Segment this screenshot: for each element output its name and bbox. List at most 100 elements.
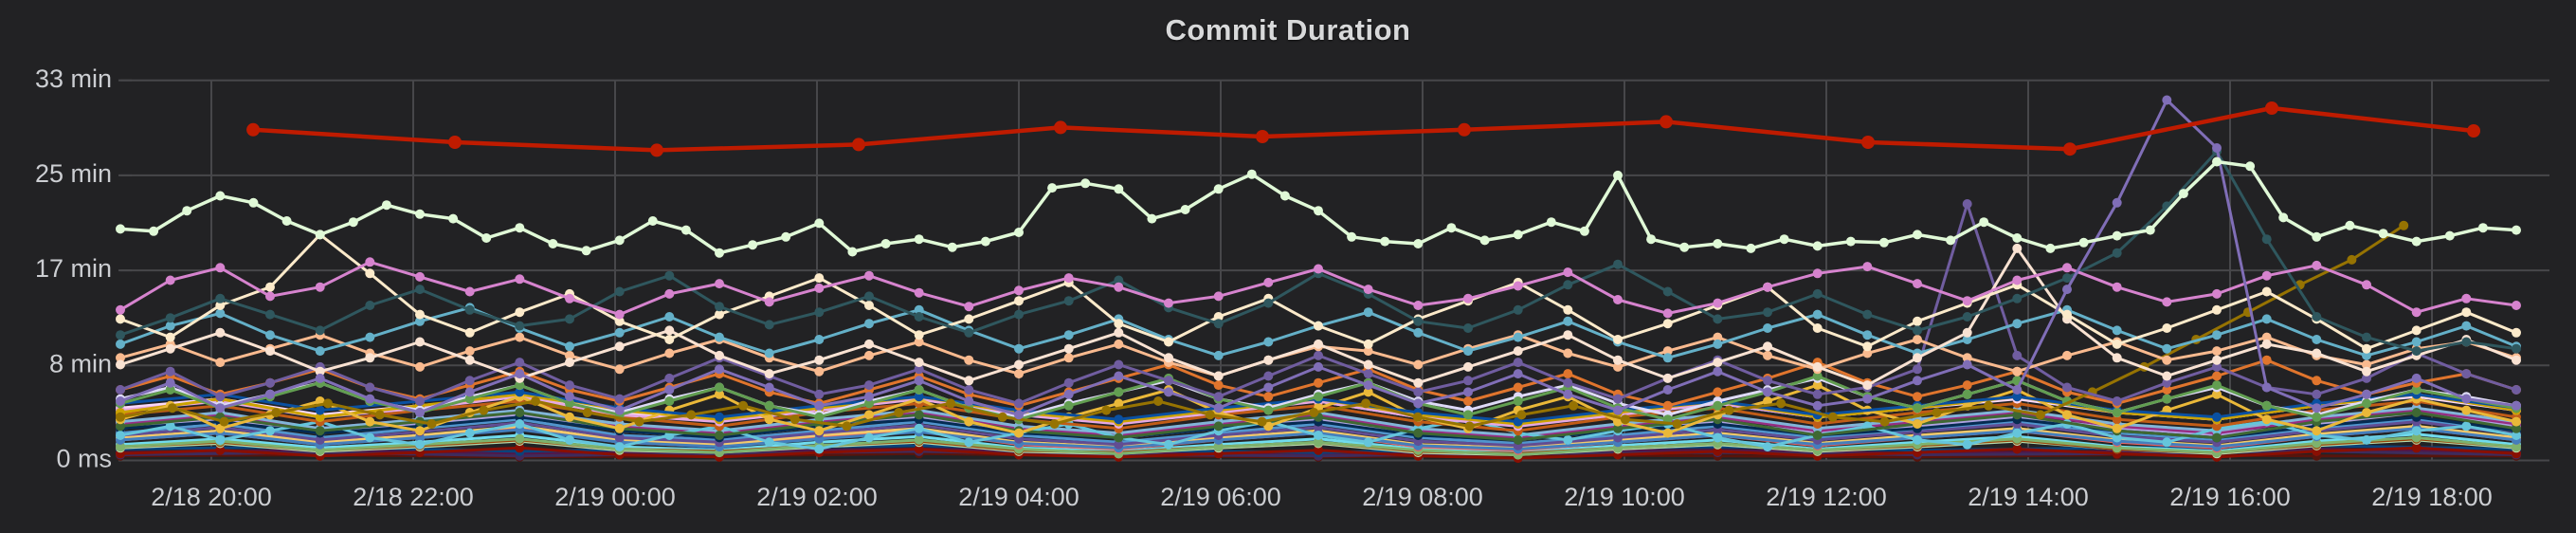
series-34 bbox=[116, 243, 2521, 391]
series-point bbox=[2461, 337, 2472, 347]
series-point bbox=[2461, 293, 2472, 303]
series-point bbox=[2012, 428, 2023, 438]
series-point bbox=[1513, 281, 1523, 291]
series-point bbox=[215, 191, 226, 201]
series-point bbox=[864, 319, 874, 329]
series-point bbox=[426, 419, 437, 429]
series-point bbox=[1763, 282, 1772, 292]
series-point bbox=[1263, 405, 1274, 415]
series-point bbox=[1314, 339, 1323, 349]
series-point bbox=[165, 321, 175, 331]
series-point bbox=[2162, 377, 2172, 388]
series-point bbox=[864, 392, 874, 402]
series-point bbox=[1962, 199, 1972, 209]
series-point bbox=[2362, 398, 2371, 409]
series-point bbox=[2062, 263, 2072, 273]
series-point bbox=[1479, 235, 1490, 246]
series-point bbox=[565, 341, 574, 352]
series-point bbox=[149, 226, 159, 236]
plot-area[interactable] bbox=[120, 43, 2549, 461]
series-point bbox=[1713, 239, 1723, 248]
series-point bbox=[1363, 369, 1373, 379]
series-point bbox=[2411, 337, 2422, 347]
series-point bbox=[814, 366, 825, 377]
series-point bbox=[1314, 431, 1323, 440]
series-point bbox=[2062, 350, 2072, 360]
series-point bbox=[1913, 434, 1922, 445]
series-point bbox=[1913, 376, 1922, 386]
series-point bbox=[814, 335, 825, 344]
series-point bbox=[1063, 296, 1074, 306]
series-point bbox=[265, 389, 275, 399]
x-axis-tick-label: 2/18 20:00 bbox=[151, 483, 272, 511]
series-point bbox=[1114, 387, 1124, 397]
series-point bbox=[515, 307, 525, 318]
series-line-path bbox=[250, 105, 2476, 153]
series-point bbox=[315, 426, 325, 436]
series-point bbox=[415, 426, 425, 436]
x-axis-tick-label: 2/19 14:00 bbox=[1968, 483, 2089, 511]
series-point bbox=[464, 327, 475, 338]
series-point bbox=[864, 350, 874, 360]
series-point bbox=[1063, 330, 1074, 340]
series-point bbox=[1464, 421, 1475, 432]
series-point bbox=[914, 358, 924, 368]
series-point bbox=[2212, 355, 2222, 365]
series-point bbox=[1513, 434, 1523, 445]
series-point bbox=[2362, 332, 2371, 342]
series-point bbox=[1646, 234, 1657, 245]
series-point bbox=[2477, 223, 2488, 233]
series-point bbox=[914, 234, 924, 245]
panel-title[interactable]: Commit Duration bbox=[1165, 13, 1411, 46]
series-point bbox=[1513, 230, 1523, 240]
series-point bbox=[2062, 410, 2072, 420]
series-point bbox=[1713, 358, 1723, 368]
series-point bbox=[2112, 282, 2122, 292]
y-axis-tick-label: 25 min bbox=[35, 159, 112, 188]
y-axis-tick-label: 8 min bbox=[49, 349, 112, 377]
series-point bbox=[2012, 275, 2023, 285]
series-point bbox=[2012, 350, 2023, 360]
series-point bbox=[614, 405, 625, 415]
series-point bbox=[764, 400, 774, 411]
series-point bbox=[315, 405, 325, 415]
series-point bbox=[1613, 170, 1623, 180]
series-point bbox=[1962, 389, 1972, 399]
series-point bbox=[215, 308, 226, 319]
series-point bbox=[315, 373, 325, 383]
series-37 bbox=[116, 257, 2521, 320]
series-point bbox=[1862, 309, 1873, 320]
series-point bbox=[1263, 337, 1274, 347]
series-point bbox=[1563, 267, 1573, 278]
series-point bbox=[680, 225, 691, 235]
series-point bbox=[664, 325, 675, 336]
series-point bbox=[1014, 309, 1024, 320]
series-point bbox=[2411, 346, 2422, 357]
series-point bbox=[1613, 335, 1623, 344]
series-point bbox=[1613, 423, 1623, 433]
series-point bbox=[515, 419, 525, 429]
series-point bbox=[215, 392, 226, 402]
series-point bbox=[1861, 136, 1875, 149]
series-point bbox=[1114, 439, 1124, 450]
series-point bbox=[1913, 403, 1922, 414]
series-point bbox=[914, 392, 924, 402]
series-point bbox=[1080, 178, 1091, 189]
axis-labels: 0 ms 8 min 17 min 25 min 33 min 2/18 20:00 2/1… bbox=[35, 64, 2493, 511]
series-point bbox=[1413, 301, 1424, 310]
series-point bbox=[481, 233, 492, 243]
series-point bbox=[515, 380, 525, 391]
series-point bbox=[215, 445, 226, 455]
series-point bbox=[515, 369, 525, 379]
series-point bbox=[1546, 217, 1556, 228]
series-point bbox=[964, 302, 974, 312]
series-point bbox=[1613, 355, 1623, 365]
series-point bbox=[248, 197, 259, 208]
series-38 bbox=[116, 95, 2521, 420]
series-point bbox=[1913, 316, 1922, 326]
series-point bbox=[565, 350, 574, 360]
series-point bbox=[1812, 371, 1823, 381]
series-point bbox=[2162, 343, 2172, 354]
series-point bbox=[271, 408, 281, 417]
